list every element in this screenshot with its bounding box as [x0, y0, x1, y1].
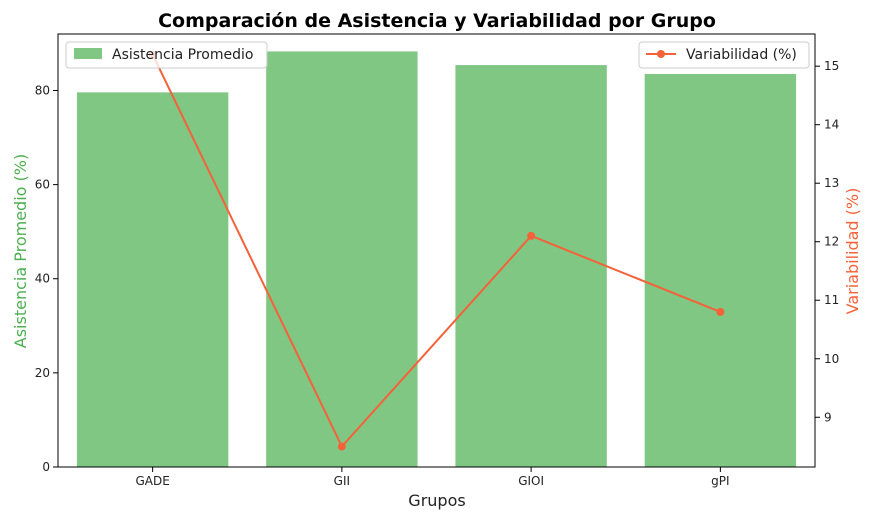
x-axis-label: Grupos	[408, 491, 465, 510]
bars-layer	[76, 51, 797, 468]
line-point-gpi	[716, 307, 725, 316]
y-left-tick-label: 20	[35, 366, 50, 380]
variability-line	[151, 54, 721, 449]
bar-gii	[266, 51, 418, 468]
y-left-tick-label: 0	[42, 460, 50, 474]
bar-gpi	[644, 74, 797, 467]
y-right-tick-label: 14	[824, 118, 839, 132]
x-tick-label: GII	[334, 474, 350, 488]
y-axis-right-label: Variabilidad (%)	[843, 188, 862, 315]
y-left-tick-label: 40	[35, 272, 50, 286]
x-tick-label: GIOI	[518, 474, 544, 488]
bar-gade	[76, 92, 229, 467]
y-right-tick-label: 10	[824, 352, 839, 366]
chart-title: Comparación de Asistencia y Variabilidad…	[158, 10, 716, 32]
legend-bars-swatch	[74, 48, 102, 59]
legend-bars: Asistencia Promedio	[65, 41, 268, 69]
y-right-tick-label: 9	[824, 410, 832, 424]
line-layer	[148, 50, 725, 451]
legend-line-marker	[657, 50, 665, 58]
legend-line-label: Variabilidad (%)	[686, 47, 797, 63]
y-right-tick-label: 12	[824, 235, 839, 249]
x-tick-label: GADE	[135, 474, 169, 488]
right-axis: 9 10 11 12 13 14 15	[815, 59, 839, 424]
legend-bars-label: Asistencia Promedio	[112, 47, 253, 63]
x-tick-label: gPI	[711, 474, 729, 488]
line-point-gioi	[527, 231, 536, 240]
line-point-gii	[337, 442, 346, 451]
bar-gioi	[455, 65, 607, 467]
legend-line: Variabilidad (%)	[638, 41, 810, 69]
y-left-tick-label: 80	[35, 83, 50, 97]
x-axis: GADE GII GIOI gPI	[135, 467, 730, 488]
y-right-tick-label: 11	[824, 293, 839, 307]
y-axis-left-label: Asistencia Promedio (%)	[11, 154, 30, 348]
y-left-tick-label: 60	[35, 178, 50, 192]
plot-frame	[57, 33, 816, 468]
y-right-tick-label: 13	[824, 176, 839, 190]
y-right-tick-label: 15	[824, 59, 839, 73]
left-axis: 0 20 40 60 80	[35, 83, 58, 474]
